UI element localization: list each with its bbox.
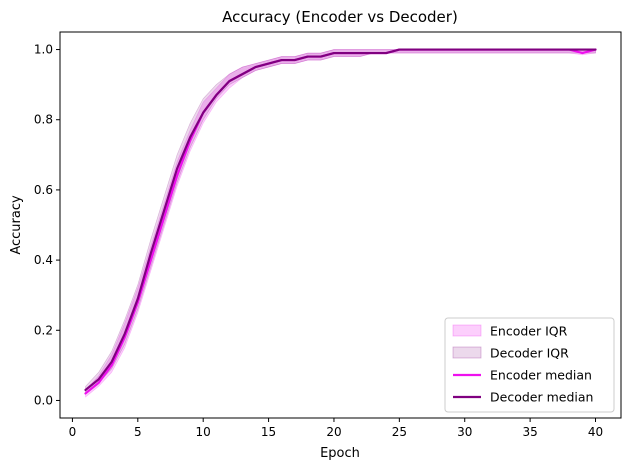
x-axis-ticks: 0 5 10 15 20 25 30 35 40 — [69, 418, 603, 439]
y-axis-label: Accuracy — [9, 195, 24, 255]
x-tick-label: 10 — [196, 425, 211, 439]
legend-label: Encoder median — [490, 368, 592, 383]
encoder-iqr-legend-swatch — [452, 324, 482, 337]
x-tick-label: 40 — [588, 425, 603, 439]
legend-label: Encoder IQR — [490, 324, 568, 339]
chart-title: Accuracy (Encoder vs Decoder) — [222, 8, 458, 26]
x-axis-label: Epoch — [320, 446, 360, 461]
x-tick-label: 25 — [392, 425, 407, 439]
legend: Encoder IQR Decoder IQR Encoder median Deco… — [444, 317, 615, 413]
y-tick-label: 0.6 — [34, 183, 53, 197]
plot-frame — [59, 31, 622, 419]
x-tick-label: 0 — [69, 425, 77, 439]
decoder-iqr-legend-swatch — [452, 346, 482, 359]
median-lines — [84, 48, 597, 395]
legend-box — [444, 317, 615, 413]
x-tick-label: 5 — [134, 425, 142, 439]
y-tick-label: 0.4 — [34, 253, 53, 267]
y-axis-ticks: 0.0 0.2 0.4 0.6 0.8 1.0 — [34, 43, 60, 407]
x-tick-label: 20 — [326, 425, 341, 439]
encoder-iqr-band — [85, 49, 596, 398]
x-tick-label: 15 — [261, 425, 276, 439]
legend-label: Decoder median — [490, 390, 593, 405]
y-tick-label: 0.2 — [34, 323, 53, 337]
decoder-iqr-band — [85, 49, 596, 395]
legend-label: Decoder IQR — [490, 346, 569, 361]
x-tick-label: 35 — [522, 425, 537, 439]
decoder-median-line — [84, 48, 597, 392]
iqr-bands — [85, 49, 596, 398]
x-tick-label: 30 — [457, 425, 472, 439]
y-tick-label: 0.8 — [34, 113, 53, 127]
y-tick-label: 1.0 — [34, 43, 53, 57]
y-tick-label: 0.0 — [34, 393, 53, 407]
